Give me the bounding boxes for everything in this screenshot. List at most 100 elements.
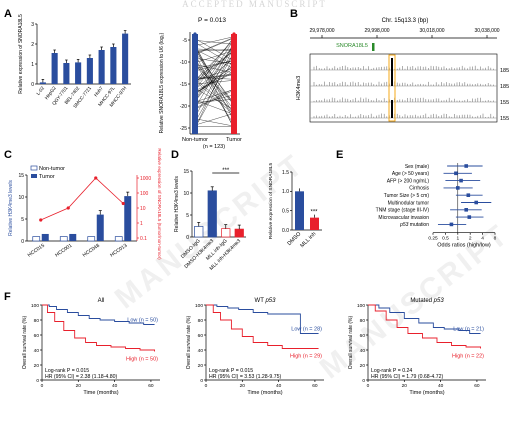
panel-a2-group-label-tumor: Tumor	[226, 137, 242, 143]
panel-b-track-label: 185-N	[500, 68, 509, 74]
panel-f-curve-high	[42, 304, 156, 352]
panel-a2-y-tick-label: -10	[180, 60, 187, 66]
panel-f-high-label: High (n = 50)	[126, 357, 158, 363]
panel-c-ratio-point	[94, 176, 98, 180]
panel-a2-pair-line	[194, 59, 235, 110]
panel-a-bar	[51, 53, 58, 84]
panel-f-title: WT p53	[255, 298, 277, 304]
panel-a-bar	[75, 62, 82, 84]
panel-f-low-label: Low (n = 21)	[453, 327, 484, 333]
panel-c-bar-tumor	[96, 214, 104, 241]
panel-e-x-tick-label: 0.5	[442, 236, 449, 242]
panel-a2-pair-line	[194, 43, 235, 118]
panel-a2-pair-line	[194, 50, 235, 63]
panel-a-category-label: L-02	[35, 85, 45, 96]
panel-e-or-point	[466, 193, 471, 197]
panel-c-bar-tumor	[69, 233, 77, 241]
panel-a-y-label: Relative expression of SNORA18L5	[18, 14, 24, 94]
panel-d-bar	[194, 226, 204, 238]
panel-f-logrank: Log-rank P = 0.24	[371, 368, 412, 374]
panel-a-y-tick-label: 1	[31, 62, 34, 68]
panel-d2-bar	[295, 191, 304, 230]
panel-f-x-tick-label: 60	[148, 383, 154, 389]
panel-a2-pair-line	[194, 70, 235, 94]
panel-f-x-tick-label: 20	[402, 383, 408, 389]
panel-e-x-tick-label: 2	[469, 236, 472, 242]
panel-b-gene-label: SNORA18L5	[336, 43, 368, 49]
panel-a-y-tick-label: 2	[31, 42, 34, 48]
panel-e-row-label: AFP (> 200 ng/mL)	[387, 178, 430, 184]
panel-f-title: Mutated p53	[410, 298, 444, 304]
panel-e-or-point	[464, 208, 469, 212]
panel-a2-pair-line	[194, 49, 235, 51]
panel-d2-y-tick-label: 1.0	[282, 189, 289, 195]
panel-d-y-tick-label: 15	[183, 169, 189, 175]
panel-c-y2-tick-label: 100	[140, 191, 149, 197]
panel-a-bar	[98, 50, 105, 84]
panel-a2-pair-line	[194, 113, 235, 126]
panel-a-category-label: Huh7	[93, 85, 104, 97]
panel-f-y-tick-label: 40	[360, 348, 366, 354]
panel-f-hr: HR (95% CI) = 1.79 (0.68-4.72)	[371, 374, 443, 380]
panel-c-y2-label: Relative expression of SNORA18L5 (tumor/…	[157, 148, 162, 260]
panel-c-ratio-point	[66, 206, 70, 210]
panel-a2-pvalue: P = 0.013	[198, 17, 226, 24]
panel-e-x-tick-label: 8	[494, 236, 497, 242]
panel-b-coord-label: 30,038,000	[474, 28, 499, 34]
panel-d2-category-label: MLL inh	[299, 231, 317, 249]
panel-c-bar-tumor	[124, 196, 132, 241]
panel-d-y-tick-label: 0	[186, 235, 189, 241]
panel-a2-bar-nontumor	[192, 34, 198, 134]
panel-c-ratio-line	[40, 177, 124, 221]
panel-f-y-tick-label: 20	[360, 363, 366, 369]
panel-a2-pair-line	[194, 37, 235, 55]
panel-a-bar	[110, 47, 117, 84]
panel-c-y-tick-label: 0	[21, 239, 24, 245]
panel-f-x-tick-label: 40	[112, 383, 118, 389]
panel-d2-bar	[310, 217, 319, 230]
panel-a2-pair-line	[194, 99, 235, 115]
panel-e-x-tick-label: 1	[456, 236, 459, 242]
panel-f-y-tick-label: 20	[198, 363, 204, 369]
panel-a2-pair-line	[194, 49, 235, 81]
panel-a2-pair-line	[194, 74, 235, 80]
panel-a2-pair-line	[194, 79, 235, 111]
panel-c-bar-nontumor	[32, 236, 41, 242]
panel-c-ratio-point	[39, 218, 43, 222]
panel-d-sig-label: ***	[222, 168, 230, 174]
panel-f-hr: HR (95% CI) = 3.53 (1.28-9.75)	[209, 374, 281, 380]
panel-e-or-point	[459, 178, 463, 183]
panel-f-y-tick-label: 0	[36, 378, 39, 384]
panel-f-x-tick-label: 0	[41, 383, 44, 389]
panel-c-y2-tick-label: 1	[140, 221, 143, 227]
panel-a2-pair-line	[194, 38, 235, 62]
panel-d-y-tick-label: 5	[186, 213, 189, 219]
panel-f-x-tick-label: 60	[474, 383, 480, 389]
panel-f-x-tick-label: 0	[367, 383, 370, 389]
panel-label-b: B	[290, 8, 298, 20]
panel-f-x-tick-label: 40	[276, 383, 282, 389]
panel-c-y-tick-label: 5	[21, 217, 24, 223]
panel-a2-pair-line	[194, 49, 235, 106]
panel-f-curve-low	[368, 304, 481, 334]
panel-f-x-tick-label: 40	[438, 383, 444, 389]
panel-f-y-tick-label: 40	[198, 348, 204, 354]
panel-a-bar	[63, 63, 70, 84]
panel-d2-y-tick-label: 0.5	[282, 208, 289, 214]
panel-b-track-label: 155-N	[500, 100, 509, 106]
panel-b-title: Chr. 15q13.3 (bp)	[382, 18, 429, 24]
panel-e-row-label: Cirrhosis	[409, 186, 429, 192]
panel-label-d: D	[171, 149, 179, 161]
panel-e-or-point	[449, 222, 454, 227]
panel-d-bar	[221, 228, 231, 238]
panel-a2-pair-line	[194, 44, 235, 102]
panel-f-high-label: High (n = 29)	[290, 354, 322, 360]
panel-f-y-label: Overall survival rate (%)	[348, 316, 354, 370]
panel-f-title: All	[98, 298, 105, 304]
panel-f-logrank: Log-rank P = 0.015	[209, 368, 253, 374]
panel-e-row-label: TNM stage (stage III-IV)	[376, 208, 430, 214]
panel-c-bar-nontumor	[59, 236, 68, 242]
panel-c-category-label: HCC013	[109, 243, 128, 259]
panel-f-y-tick-label: 100	[195, 303, 203, 309]
